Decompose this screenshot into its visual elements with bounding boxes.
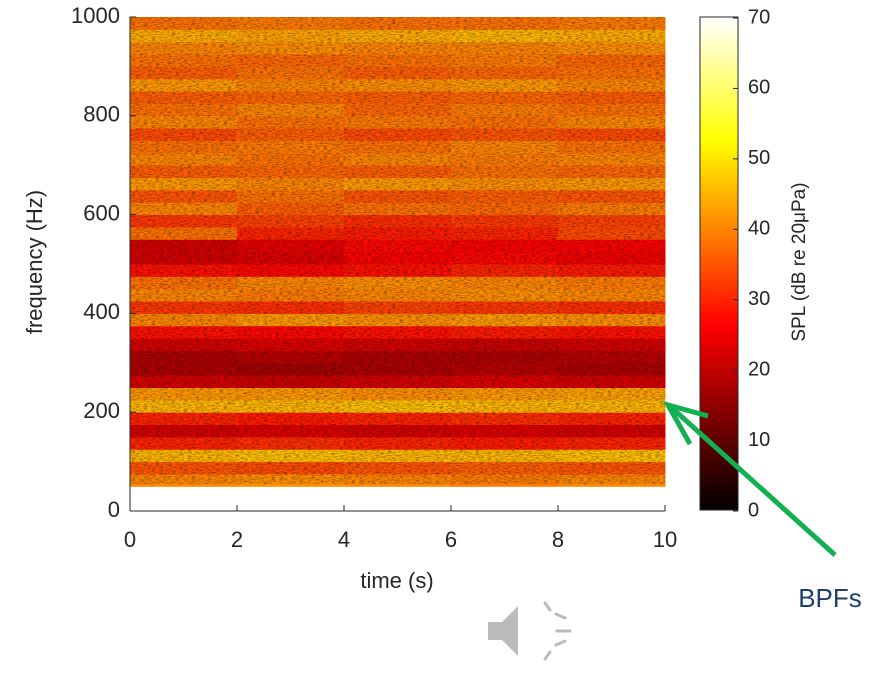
x-tick-label: 10 [653, 527, 677, 552]
arrow [670, 406, 837, 557]
colorbar-tick-label: 40 [748, 218, 770, 240]
colorbar-tick-label: 50 [748, 147, 770, 169]
colorbar-tick-label: 30 [748, 288, 770, 310]
x-tick-label: 0 [124, 527, 136, 552]
colorbar [699, 16, 739, 511]
arrow-head [662, 400, 709, 446]
colorbar-tick-label: 10 [748, 429, 770, 451]
colorbar-tick-label: 60 [748, 77, 770, 99]
y-tick-label: 0 [108, 497, 120, 522]
x-tick-label: 8 [552, 527, 564, 552]
colorbar-label: SPL (dB re 20μPa) [789, 182, 810, 341]
x-tick-label: 2 [231, 527, 243, 552]
texture [130, 17, 665, 484]
colorbar-tick-label: 70 [748, 6, 770, 28]
colorbar-tick-label: 20 [748, 358, 770, 380]
annotation: BPFs [798, 583, 862, 613]
colorbar-tick-label: 0 [748, 499, 759, 521]
x-axis-label: time (s) [360, 568, 433, 593]
y-tick-label: 1000 [71, 3, 120, 28]
y-tick-label: 200 [83, 398, 120, 423]
y-axis-label: frequency (Hz) [22, 190, 47, 334]
y-tick-label: 400 [83, 299, 120, 324]
x-tick-label: 4 [338, 527, 350, 552]
x-tick-label: 6 [445, 527, 457, 552]
speaker-icon [488, 601, 572, 661]
y-tick-label: 800 [83, 102, 120, 127]
y-tick-label: 600 [83, 200, 120, 225]
